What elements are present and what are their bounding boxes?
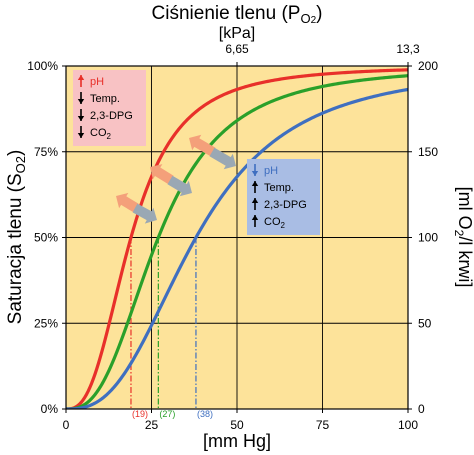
legend-item-label: pH xyxy=(264,165,278,177)
legend-item-label: Temp. xyxy=(90,93,120,105)
y2-tick-label: 100 xyxy=(418,231,438,245)
p50-label: (38) xyxy=(197,409,213,419)
down-arrowhead-icon xyxy=(77,99,85,104)
y-tick-label: 50% xyxy=(34,231,58,245)
up-arrowhead-icon xyxy=(251,215,259,220)
saturation-curve xyxy=(66,74,408,409)
p50-label: (27) xyxy=(159,409,175,419)
legend-item-label: CO2 xyxy=(264,216,286,230)
legend-right-box xyxy=(247,159,320,235)
right-shift-arrow xyxy=(132,203,157,224)
left-shift-arrow xyxy=(189,134,216,157)
y-tick-label: 0% xyxy=(41,402,59,416)
x-tick-label: 50 xyxy=(230,418,244,432)
y2-axis-label: [ml O2/l krwi] xyxy=(452,187,474,288)
y-tick-label: 100% xyxy=(27,59,58,73)
y2-tick-label: 0 xyxy=(418,402,425,416)
legend-item-label: Temp. xyxy=(264,182,294,194)
saturation-curve xyxy=(66,87,408,409)
left-shift-arrow xyxy=(116,192,139,213)
y2-tick-label: 200 xyxy=(418,59,438,73)
up-arrowhead-icon xyxy=(77,75,85,80)
chart-title: Ciśnienie tlenu (PO2) xyxy=(152,3,323,26)
up-arrowhead-icon xyxy=(251,181,259,186)
y-tick-label: 25% xyxy=(34,316,58,330)
right-shift-arrow xyxy=(209,147,236,170)
x-tick-label: 100 xyxy=(398,418,418,432)
y-tick-label: 75% xyxy=(34,145,58,159)
legend-item-label: CO2 xyxy=(90,127,112,141)
legend-right: pH Temp. 2,3-DPG CO2 xyxy=(247,159,320,235)
legend-item-label: 2,3-DPG xyxy=(264,199,307,211)
down-arrowhead-icon xyxy=(251,171,259,176)
y-axis-label: Saturacja tlenu (SO2) xyxy=(5,150,28,325)
y2-tick-label: 50 xyxy=(418,316,432,330)
top-tick-label: 6,65 xyxy=(225,42,249,56)
left-shift-arrow xyxy=(150,164,174,185)
down-arrowhead-icon xyxy=(77,133,85,138)
legend-left: pH Temp. 2,3-DPG CO2 xyxy=(73,70,146,146)
p50-label: (19) xyxy=(132,409,148,419)
top-axis-unit: [kPa] xyxy=(219,25,255,42)
x-tick-label: 0 xyxy=(63,418,70,432)
saturation-curve xyxy=(66,68,408,409)
y2-tick-label: 150 xyxy=(418,145,438,159)
legend-item-label: 2,3-DPG xyxy=(90,110,133,122)
legend-left-box xyxy=(73,70,146,146)
x-tick-label: 25 xyxy=(145,418,159,432)
down-arrowhead-icon xyxy=(77,116,85,121)
x-axis-label: [mm Hg] xyxy=(203,431,271,451)
legend-item-label: pH xyxy=(90,76,104,88)
right-shift-arrow xyxy=(167,175,192,197)
x-tick-label: 75 xyxy=(316,418,330,432)
up-arrowhead-icon xyxy=(251,198,259,203)
top-tick-label: 13,3 xyxy=(396,42,420,56)
